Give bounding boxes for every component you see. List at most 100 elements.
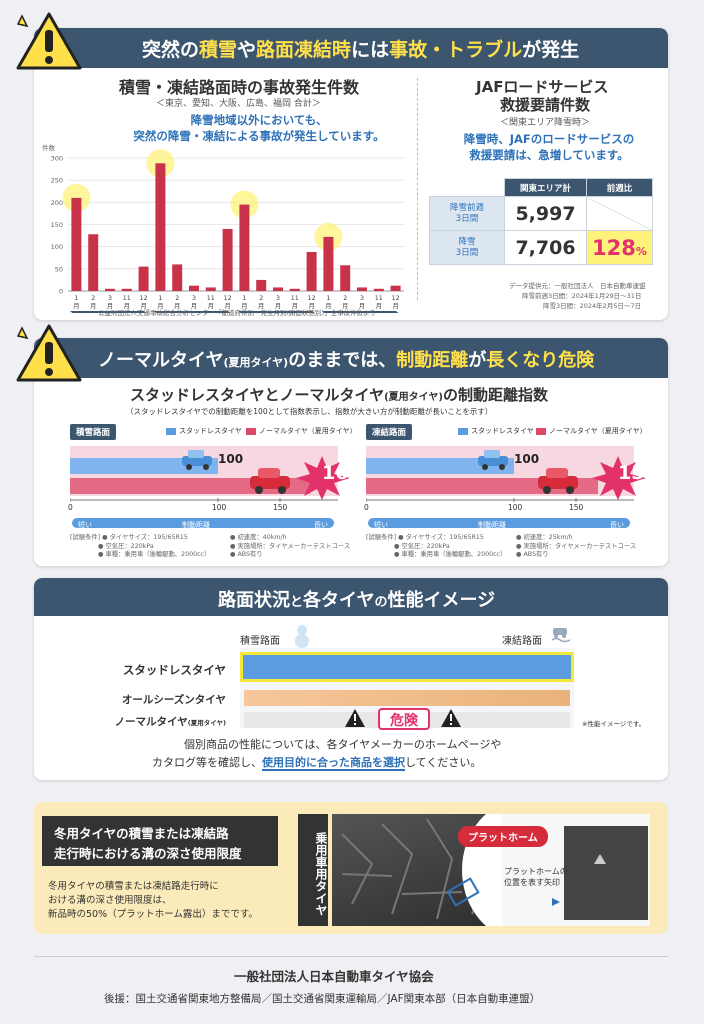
jaf-row1-ratio-empty bbox=[586, 196, 653, 231]
perf-bar-studless bbox=[240, 652, 574, 682]
x-tick-label: 月 bbox=[73, 302, 79, 310]
bar-2024年-3月 bbox=[357, 287, 367, 291]
warning-icon bbox=[16, 12, 82, 70]
y-tick-label: 0 bbox=[59, 288, 63, 296]
y-tick-label: 150 bbox=[51, 221, 63, 229]
footer-org: 一般社団法人日本自動車タイヤ協会 bbox=[234, 969, 434, 984]
x-tick-label: 3 bbox=[276, 295, 280, 302]
jaf-note: 降雪時、JAFのロードサービスの 救援要請は、急増しています。 bbox=[463, 132, 635, 162]
x-tick-label: 11 bbox=[291, 295, 299, 302]
tread-limit-body: 冬用タイヤの積雪または凍結路走行時に おける溝の深さ使用限度は、 新品時の50%… bbox=[48, 881, 258, 920]
section-tread-limit: 冬用タイヤの積雪または凍結路 走行時における溝の深さ使用限度 冬用タイヤの積雪ま… bbox=[34, 802, 668, 934]
x-tick-label: 月 bbox=[275, 302, 281, 310]
warning-icon bbox=[16, 324, 82, 382]
ice-distance-arrow bbox=[368, 518, 630, 528]
bar-2023年-1月 bbox=[239, 204, 250, 291]
ice-studless-bar bbox=[366, 458, 514, 474]
x-tick-label: 2 bbox=[343, 295, 347, 302]
x-tick-label: 11 bbox=[123, 295, 131, 302]
y-tick-label: 200 bbox=[51, 199, 63, 207]
section1-title: 突然の積雪や路面凍結時には事故・トラブルが発生 bbox=[142, 39, 580, 61]
jaf-src2: 降雪前週3日間：2024年1月29日〜31日 bbox=[522, 292, 642, 300]
jaf-row2-label: 降雪 3日間 bbox=[429, 230, 505, 265]
red-car-icon bbox=[250, 468, 290, 494]
ice-road-label: 凍結路面 bbox=[366, 424, 413, 440]
y-axis-label: 件数 bbox=[42, 143, 56, 152]
jaf-area: ＜関東エリア降雪時＞ bbox=[500, 118, 591, 128]
section-braking: ノーマルタイヤ(夏用タイヤ)のままでは、制動距離が長くなり危険 スタッドレスタイ… bbox=[34, 338, 668, 566]
section2-header bbox=[34, 338, 668, 378]
bar-2024年-2月 bbox=[340, 265, 351, 291]
snow-axis-100: 100 bbox=[212, 503, 227, 512]
snow-normal-index: 160 bbox=[322, 462, 362, 484]
x-tick-label: 月 bbox=[140, 302, 146, 310]
snow-axis-0: 0 bbox=[68, 503, 73, 512]
bar-2022年-12月 bbox=[222, 228, 233, 291]
perf-note: ※性能イメージです。 bbox=[582, 720, 646, 728]
snowman-icon bbox=[295, 625, 309, 648]
ice-axis-0: 0 bbox=[364, 503, 369, 512]
x-tick-label: 月 bbox=[292, 302, 298, 310]
snow-distance-arrow bbox=[72, 518, 334, 528]
section3-header bbox=[34, 578, 668, 616]
x-tick-label: 12 bbox=[392, 295, 400, 302]
red-car-icon bbox=[538, 468, 578, 494]
jaf-ratio: 128 bbox=[592, 235, 636, 260]
ice-studless-index: 100 bbox=[514, 452, 540, 466]
x-tick-label: 3 bbox=[360, 295, 364, 302]
ice-car-icon bbox=[551, 628, 571, 643]
tread-limit-title: 冬用タイヤの積雪または凍結路 走行時における溝の深さ使用限度 bbox=[42, 816, 278, 866]
x-tick-label: 1 bbox=[74, 295, 78, 302]
x-tick-label: 12 bbox=[224, 295, 232, 302]
bar-2021年-2月 bbox=[88, 234, 99, 291]
section-performance: 路面状況と各タイヤの性能イメージ 積雪路面 凍結路面 スタッドレスタイヤ オール… bbox=[34, 578, 668, 780]
y-tick-label: 50 bbox=[55, 265, 63, 273]
jaf-ratio-unit: % bbox=[635, 244, 647, 258]
year-label: 2021年 bbox=[97, 312, 123, 313]
x-tick-label: 月 bbox=[157, 302, 163, 310]
x-tick-label: 1 bbox=[242, 295, 246, 302]
perf-label-allseason: オールシーズンタイヤ bbox=[121, 694, 226, 706]
jaf-title-1: JAFロードサービス bbox=[476, 78, 609, 96]
bar-2023年-2月 bbox=[256, 279, 267, 291]
jaf-src3: 降雪3日間：2024年2月5日〜7日 bbox=[543, 302, 642, 310]
chart-subtitle: ＜東京、愛知、大阪、広島、福岡 合計＞ bbox=[156, 99, 321, 109]
jaf-col-ratio: 前週比 bbox=[586, 178, 653, 197]
x-tick-label: 12 bbox=[308, 295, 316, 302]
bar-2024年-1月 bbox=[323, 236, 334, 291]
x-tick-label: 3 bbox=[192, 295, 196, 302]
jaf-row1-value: 5,997 bbox=[504, 196, 587, 231]
ice-cond-2: ● 初速度：25km/h ● 実施場所：タイヤメーカーテストコース ● ABS有… bbox=[516, 534, 637, 558]
accident-bar-chart: 件数0501001502002503001月2月3月11月12月2021年1月2… bbox=[42, 143, 404, 313]
perf-bar-allseason bbox=[244, 690, 570, 706]
jaf-table: 関東エリア計 前週比 降雪前週 3日間 5,997 降雪 3日間 7,706 128… bbox=[429, 178, 653, 265]
bar-2023年-11月 bbox=[289, 288, 300, 291]
bar-2022年-2月 bbox=[172, 264, 183, 291]
bar-2021年-12月 bbox=[138, 266, 149, 291]
year-band bbox=[70, 311, 147, 313]
snow-braking-panel: 積雪路面 スタッドレスタイヤ ノーマルタイヤ（夏用タイヤ） 100 160 0 bbox=[68, 424, 362, 559]
x-tick-label: 2 bbox=[175, 295, 179, 302]
jaf-src1: データ提供元：一般社団法人 日本自動車連盟 bbox=[509, 282, 646, 290]
x-tick-label: 月 bbox=[392, 302, 398, 310]
snow-legend-normal: ノーマルタイヤ（夏用タイヤ） bbox=[246, 426, 357, 436]
bar-2023年-12月 bbox=[306, 251, 317, 291]
x-tick-label: 1 bbox=[326, 295, 330, 302]
x-tick-label: 11 bbox=[375, 295, 383, 302]
x-tick-label: 2 bbox=[259, 295, 263, 302]
x-tick-label: 2 bbox=[91, 295, 95, 302]
section1-header bbox=[34, 28, 668, 68]
jaf-title-2: 救援要請件数 bbox=[500, 96, 591, 114]
x-tick-label: 月 bbox=[241, 302, 247, 310]
x-tick-label: 月 bbox=[325, 302, 331, 310]
ice-legend-normal: ノーマルタイヤ（夏用タイヤ） bbox=[536, 426, 647, 436]
ice-normal-index: 156 bbox=[618, 462, 658, 484]
jaf-row2-value: 7,706 bbox=[504, 230, 587, 265]
blue-car-icon bbox=[182, 450, 212, 470]
x-tick-label: 月 bbox=[208, 302, 214, 310]
footer-divider bbox=[34, 956, 668, 957]
jaf-col-total: 関東エリア計 bbox=[504, 178, 587, 197]
ice-axis-100: 100 bbox=[508, 503, 523, 512]
ice-short: 短い bbox=[374, 521, 388, 529]
x-tick-label: 3 bbox=[108, 295, 112, 302]
